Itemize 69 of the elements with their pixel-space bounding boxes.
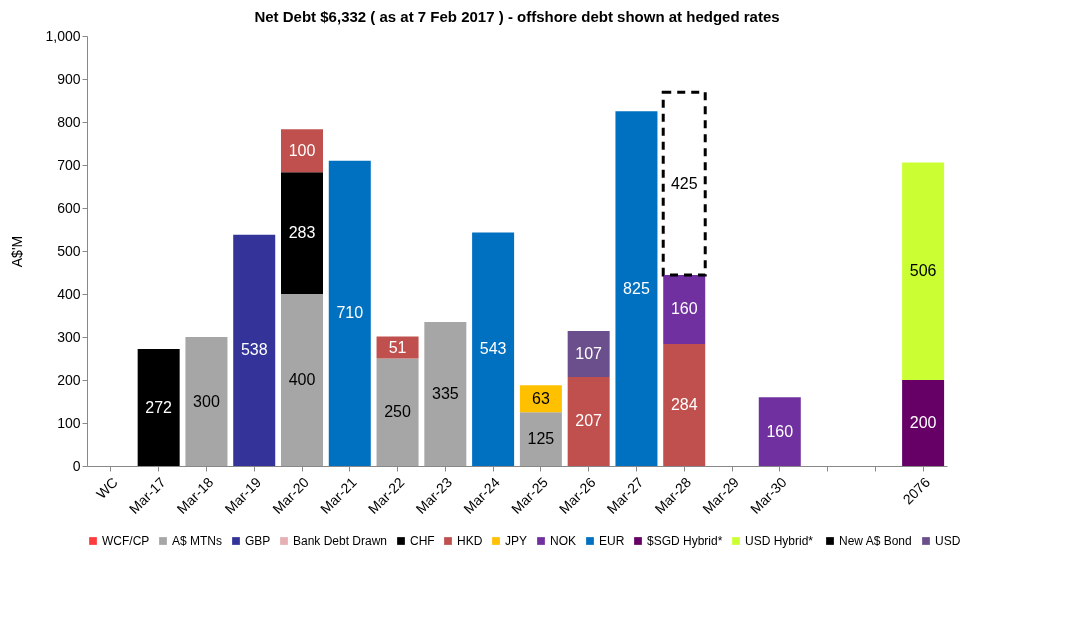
y-tick-label: 100 [57,414,81,431]
data-label: 107 [575,344,603,362]
data-label: 63 [531,389,550,407]
bar [281,129,323,173]
data-label: 300 [193,392,220,410]
data-label: 160 [766,422,794,440]
bar [376,358,419,466]
data-label: 250 [384,403,411,421]
y-tick-label: 1,000 [45,27,81,44]
y-axis-title: A$'M [9,235,26,268]
bar [615,111,658,466]
legend-label: GBP [245,534,271,548]
y-tick-label: 600 [57,199,81,216]
data-label: 272 [145,398,173,416]
legend-label: WCF/CP [102,534,150,548]
bar [567,376,610,466]
bar [902,162,945,380]
data-label: 207 [575,412,603,430]
bar [663,343,706,466]
data-label: 100 [288,141,316,159]
legend-label: HKD [457,534,483,548]
bar [233,234,276,466]
bar [185,337,228,466]
data-label: 160 [670,300,698,318]
bar [567,330,610,377]
bar [519,412,562,466]
bar [661,90,707,277]
legend-label: New A$ Bond [839,534,912,548]
legend-label: CHF [410,534,435,548]
legend-label: JPY [505,534,528,548]
data-label: 283 [288,224,316,242]
data-label: 51 [388,338,407,356]
legend-label: Bank Debt Drawn [293,534,388,548]
y-tick-label: 200 [57,371,81,388]
bar [281,172,323,294]
legend-label: NOK [550,534,577,548]
y-tick-label: 400 [57,285,81,302]
data-label: 284 [670,395,698,413]
y-tick-label: 800 [57,113,81,130]
data-label: 538 [240,341,268,359]
y-tick-label: 300 [57,328,81,345]
legend-label: USD [935,534,961,548]
data-label: 200 [909,414,937,431]
y-tick-label: 700 [57,156,81,173]
legend-label: $SGD Hybrid* [647,534,723,548]
bar [663,275,706,344]
bar [281,294,323,466]
legend-label: EUR [599,534,625,548]
data-label: 506 [909,262,937,280]
bar [137,349,180,466]
y-tick-label: 500 [57,242,81,259]
data-label: 825 [623,279,650,297]
bar [902,380,945,466]
data-label: 400 [288,371,316,388]
chart-title: Net Debt $6,332 ( as at 7 Feb 2017 ) - offshore debt shown at hedged rates [254,8,780,25]
bar [758,397,801,466]
bar [328,160,371,466]
legend-label: USD Hybrid* [745,534,814,548]
data-label: 543 [479,340,507,358]
bar [472,232,515,466]
data-label: 425 [670,174,698,192]
data-label: 710 [336,304,364,322]
x-tick-label: WC [92,474,121,502]
data-label: 335 [431,384,459,402]
legend-label: A$ MTNs [172,534,223,548]
y-tick-label: 0 [72,457,81,474]
data-label: 125 [527,430,555,448]
bar [424,321,467,466]
y-tick-label: 900 [57,70,81,87]
